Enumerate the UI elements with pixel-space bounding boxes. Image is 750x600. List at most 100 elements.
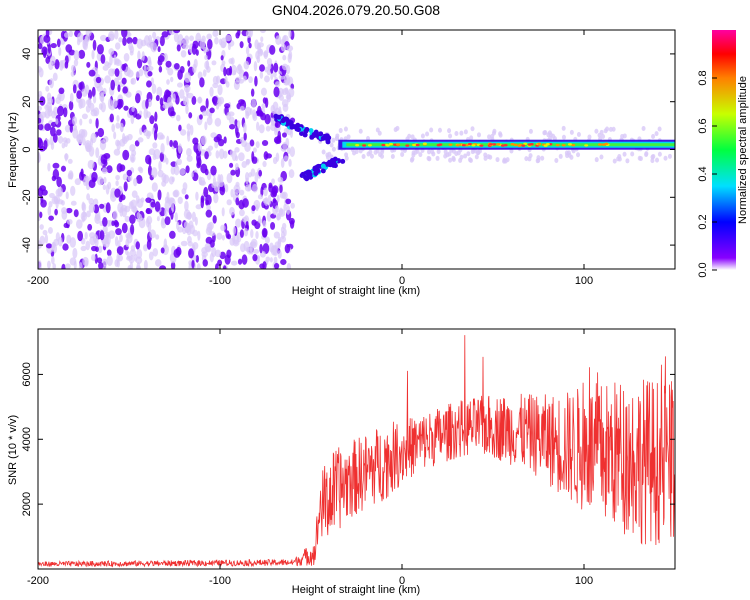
colorbar-tick-label: 0.8 bbox=[697, 70, 709, 85]
noise-speckle bbox=[106, 255, 113, 267]
ridge-haze bbox=[375, 127, 380, 133]
ridge-haze bbox=[558, 153, 563, 159]
noise-speckle bbox=[199, 77, 205, 88]
ridge-peak bbox=[415, 143, 420, 147]
noise-speckle bbox=[255, 231, 259, 239]
branch-blob bbox=[315, 163, 321, 169]
noise-speckle bbox=[46, 92, 52, 102]
noise-speckle bbox=[106, 165, 113, 174]
noise-speckle bbox=[114, 42, 121, 50]
ridge-peak bbox=[488, 143, 493, 146]
noise-speckle bbox=[46, 260, 51, 269]
noise-speckle bbox=[223, 66, 227, 77]
noise-speckle bbox=[187, 131, 191, 142]
noise-speckle bbox=[172, 190, 179, 198]
ridge-haze bbox=[338, 128, 343, 134]
branch-blob bbox=[318, 131, 324, 137]
noise-speckle bbox=[68, 100, 74, 111]
noise-speckle bbox=[191, 95, 197, 105]
ridge-peak bbox=[496, 143, 501, 146]
noise-speckle bbox=[55, 118, 59, 125]
noise-speckle bbox=[129, 214, 136, 225]
noise-speckle bbox=[126, 69, 134, 78]
noise-speckle bbox=[92, 39, 97, 51]
noise-speckle bbox=[136, 248, 143, 259]
noise-speckle bbox=[42, 229, 48, 236]
ridge-haze bbox=[554, 157, 559, 163]
ridge-haze bbox=[650, 154, 655, 160]
noise-speckle bbox=[164, 207, 168, 218]
noise-speckle bbox=[39, 211, 43, 219]
noise-speckle bbox=[251, 98, 257, 109]
ridge-haze bbox=[361, 154, 366, 160]
noise-speckle bbox=[77, 32, 84, 43]
noise-speckle bbox=[130, 115, 135, 125]
noise-speckle bbox=[229, 162, 234, 168]
noise-speckle bbox=[92, 198, 99, 206]
noise-speckle bbox=[262, 228, 267, 238]
noise-speckle bbox=[108, 230, 116, 239]
ridge-haze bbox=[474, 154, 479, 160]
noise-speckle bbox=[47, 43, 51, 54]
ridge-haze bbox=[476, 132, 481, 138]
noise-speckle bbox=[137, 137, 144, 143]
noise-speckle bbox=[64, 263, 71, 269]
ridge-peak bbox=[388, 142, 393, 146]
noise-speckle bbox=[264, 113, 271, 125]
noise-speckle bbox=[230, 260, 238, 266]
noise-speckle bbox=[96, 44, 104, 55]
noise-speckle bbox=[189, 124, 194, 136]
ridge-haze bbox=[354, 149, 359, 155]
noise-speckle bbox=[254, 39, 259, 50]
noise-speckle bbox=[117, 84, 121, 92]
noise-speckle bbox=[212, 30, 219, 38]
ridge-peak bbox=[422, 142, 427, 145]
ridge-haze bbox=[561, 125, 566, 131]
noise-speckle bbox=[121, 222, 128, 234]
noise-speckle bbox=[274, 81, 281, 88]
noise-speckle bbox=[185, 86, 189, 97]
noise-speckle bbox=[38, 117, 42, 124]
noise-speckle bbox=[86, 61, 91, 68]
noise-speckle bbox=[145, 197, 152, 203]
noise-speckle bbox=[50, 42, 57, 49]
noise-speckle bbox=[49, 77, 54, 89]
noise-speckle bbox=[64, 61, 69, 69]
ridge-haze bbox=[663, 155, 668, 161]
noise-speckle bbox=[116, 140, 121, 151]
ridge-haze bbox=[344, 152, 349, 158]
noise-speckle bbox=[200, 197, 205, 209]
noise-speckle bbox=[143, 64, 147, 75]
ridge-haze bbox=[368, 149, 373, 155]
ridge-peak bbox=[479, 144, 484, 147]
noise-speckle bbox=[96, 176, 104, 186]
noise-speckle bbox=[121, 63, 127, 71]
noise-speckle bbox=[136, 58, 143, 69]
noise-speckle bbox=[253, 248, 260, 254]
ridge-haze bbox=[576, 152, 581, 158]
noise-speckle bbox=[111, 220, 115, 227]
noise-speckle bbox=[282, 141, 288, 151]
noise-speckle bbox=[185, 104, 189, 115]
noise-speckle bbox=[217, 259, 223, 267]
noise-speckle bbox=[282, 132, 287, 138]
noise-speckle bbox=[258, 169, 263, 177]
noise-speckle bbox=[181, 187, 187, 195]
noise-speckle bbox=[116, 114, 120, 122]
noise-speckle bbox=[86, 145, 92, 153]
noise-speckle bbox=[226, 111, 232, 121]
noise-speckle bbox=[130, 224, 135, 235]
noise-speckle bbox=[209, 252, 214, 263]
noise-speckle bbox=[259, 71, 264, 79]
ridge-peak bbox=[436, 144, 441, 147]
ridge-haze bbox=[346, 134, 351, 140]
noise-speckle bbox=[138, 110, 143, 116]
noise-speckle bbox=[289, 146, 296, 158]
ridge-haze bbox=[331, 137, 336, 143]
noise-speckle bbox=[242, 198, 249, 208]
noise-speckle bbox=[65, 44, 73, 53]
ridge-haze bbox=[443, 149, 448, 155]
ridge-haze bbox=[641, 126, 646, 132]
noise-speckle bbox=[224, 76, 228, 85]
noise-speckle bbox=[151, 167, 158, 179]
